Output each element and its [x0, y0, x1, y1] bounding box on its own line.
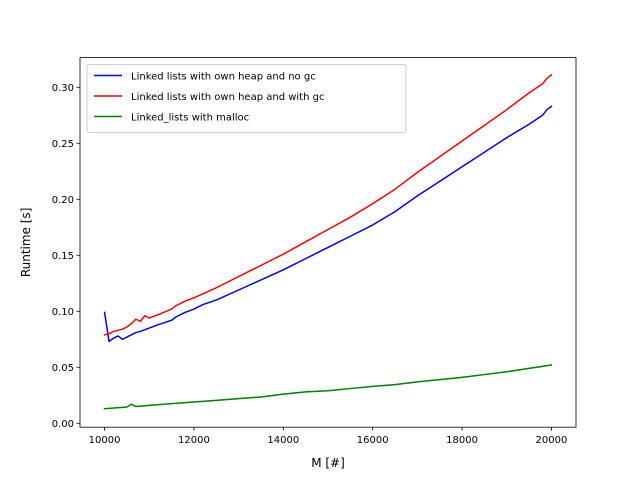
y-axis-ticks: 0.00 0.05 0.10 0.15 0.20 0.25 0.30	[52, 83, 80, 430]
y-tick-label: 0.10	[52, 307, 74, 318]
plot-frame	[79, 57, 577, 428]
plot-lines	[103, 73, 553, 410]
x-tick-label: 18000	[446, 435, 478, 446]
series-line-3	[103, 364, 553, 410]
series-line-2	[103, 73, 553, 336]
y-tick-label: 0.20	[52, 195, 74, 206]
series-line-1	[103, 105, 553, 343]
y-tick-label: 0.00	[52, 419, 74, 430]
legend-label-3: Linked_lists with malloc	[131, 113, 249, 124]
x-tick-label: 12000	[178, 435, 210, 446]
y-tick-label: 0.15	[52, 251, 74, 262]
legend-label-1: Linked lists with own heap and no gc	[131, 72, 316, 83]
y-tick-label: 0.05	[52, 363, 74, 374]
x-tick-label: 10000	[89, 435, 121, 446]
y-axis-label: Runtime [s]	[19, 208, 33, 278]
x-axis-label: M [#]	[311, 456, 345, 470]
x-tick-label: 14000	[267, 435, 299, 446]
legend: Linked lists with own heap and no gc Link…	[86, 64, 407, 134]
x-tick-label: 20000	[536, 435, 568, 446]
x-tick-label: 16000	[357, 435, 389, 446]
legend-box	[86, 64, 407, 134]
x-axis-ticks: 10000 12000 14000 16000 18000 20000	[89, 427, 568, 446]
y-tick-label: 0.25	[52, 139, 74, 150]
legend-label-2: Linked lists with own heap and with gc	[131, 92, 324, 103]
y-tick-label: 0.30	[52, 83, 74, 94]
